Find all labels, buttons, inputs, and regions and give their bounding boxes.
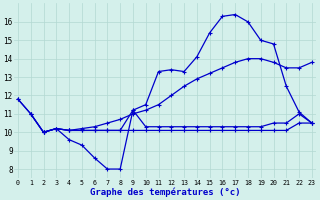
X-axis label: Graphe des températures (°c): Graphe des températures (°c) [90,187,240,197]
